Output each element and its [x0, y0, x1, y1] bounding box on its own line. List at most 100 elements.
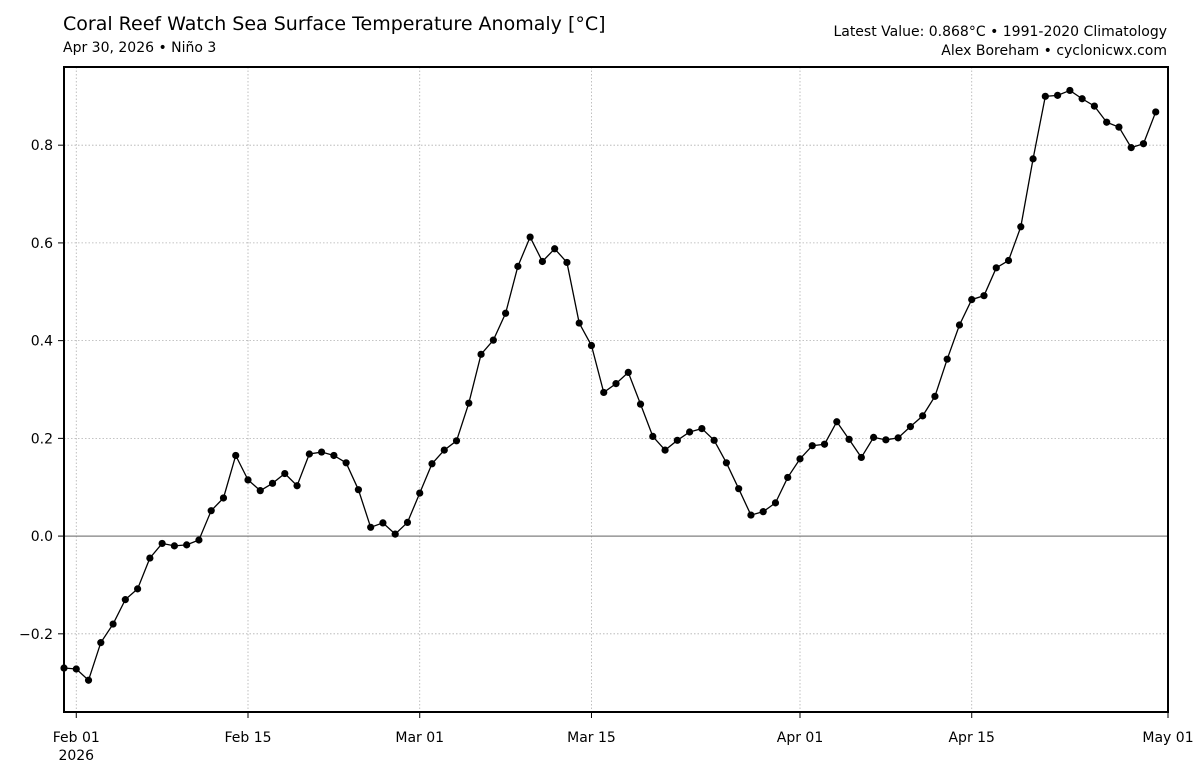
data-point	[158, 539, 166, 548]
data-point	[170, 542, 178, 550]
data-point	[1115, 123, 1123, 131]
data-point	[428, 460, 436, 468]
y-tick-label: −0.2	[19, 627, 53, 643]
data-point	[109, 620, 117, 628]
y-tick-label: 0.8	[31, 138, 53, 154]
data-point	[698, 424, 706, 433]
data-point	[244, 476, 252, 484]
data-point	[391, 530, 399, 538]
data-point	[318, 448, 326, 456]
data-point	[134, 585, 142, 593]
data-point	[771, 499, 780, 507]
x-tick-label: May 01	[1142, 730, 1193, 746]
data-point	[649, 432, 657, 441]
data-point	[502, 309, 510, 317]
data-point	[980, 292, 988, 300]
data-point	[146, 554, 154, 562]
y-tick-label: 0.2	[31, 431, 53, 447]
data-point	[784, 473, 792, 482]
data-point	[906, 423, 915, 431]
x-tick-label: Feb 01	[53, 730, 100, 746]
data-point	[72, 665, 80, 673]
data-point	[403, 518, 412, 527]
data-point	[256, 487, 264, 495]
data-point	[465, 399, 473, 407]
data-point	[183, 541, 191, 549]
data-point	[624, 368, 632, 376]
data-point	[796, 455, 804, 463]
data-point	[1127, 144, 1135, 152]
data-point	[342, 459, 350, 467]
data-point	[514, 262, 522, 270]
data-point	[84, 676, 93, 684]
data-point	[870, 433, 878, 441]
data-point	[416, 489, 424, 497]
data-point	[305, 450, 313, 458]
chart-meta: Latest Value: 0.868°C • 1991-2020 Climat…	[833, 23, 1167, 61]
data-point	[1041, 92, 1049, 100]
data-point	[207, 507, 215, 515]
chart-subtitle: Apr 30, 2026 • Niño 3	[63, 40, 217, 56]
data-point	[894, 434, 902, 442]
x-tick-label: Apr 01	[777, 730, 823, 746]
data-point	[747, 511, 755, 519]
y-tick-label: 0.6	[31, 236, 53, 252]
data-point	[97, 639, 105, 647]
data-point	[820, 440, 829, 448]
data-point	[710, 436, 718, 444]
data-point	[538, 257, 547, 266]
chart-title: Coral Reef Watch Sea Surface Temperature…	[63, 13, 606, 35]
data-point	[195, 536, 203, 544]
x-tick-label: Mar 01	[395, 730, 444, 746]
data-point	[661, 446, 669, 454]
attribution-text: Alex Boreham • cyclonicwx.com	[941, 43, 1167, 59]
y-tick-label: 0.0	[31, 529, 53, 545]
x-tick-label: Mar 15	[567, 730, 616, 746]
data-point	[367, 523, 375, 531]
data-point	[1029, 155, 1037, 163]
data-point	[857, 453, 865, 462]
latest-value-text: Latest Value: 0.868°C • 1991-2020 Climat…	[833, 24, 1167, 40]
data-point	[1004, 256, 1013, 265]
data-point	[354, 486, 362, 494]
data-point	[931, 392, 939, 400]
data-point	[1152, 108, 1160, 116]
data-point	[808, 442, 816, 450]
data-point	[563, 258, 571, 267]
data-point	[575, 319, 583, 327]
data-point	[759, 508, 767, 516]
data-point	[968, 295, 976, 304]
axes: −0.2 0.0 0.2 0.4 0.6 0.8 Feb 01 2026 Feb 15 Mar 0…	[19, 138, 1194, 764]
data-point	[600, 388, 608, 397]
data-point	[1017, 223, 1025, 231]
data-point	[551, 245, 559, 253]
data-point	[440, 446, 448, 454]
series-line	[63, 89, 1157, 682]
grid-lines	[64, 67, 1169, 712]
data-point	[293, 482, 301, 490]
data-point	[1078, 95, 1086, 103]
data-point	[943, 355, 951, 363]
data-point	[845, 435, 853, 443]
data-point	[379, 519, 387, 527]
data-point	[526, 233, 534, 241]
data-point	[268, 479, 277, 487]
data-point	[882, 436, 890, 444]
data-points	[60, 86, 1160, 684]
data-point	[587, 341, 596, 350]
data-point	[330, 451, 338, 460]
x-tick-label: Feb 15	[224, 730, 271, 746]
data-point	[636, 400, 645, 408]
data-point	[477, 350, 485, 358]
data-point	[955, 321, 964, 329]
data-point	[612, 380, 620, 388]
data-point	[232, 451, 240, 460]
data-point	[833, 418, 841, 426]
data-point	[1090, 102, 1098, 110]
data-point	[1066, 86, 1074, 95]
data-point	[219, 494, 228, 502]
data-point	[1054, 91, 1062, 99]
plot-frame	[63, 66, 1169, 713]
data-point	[281, 469, 289, 478]
